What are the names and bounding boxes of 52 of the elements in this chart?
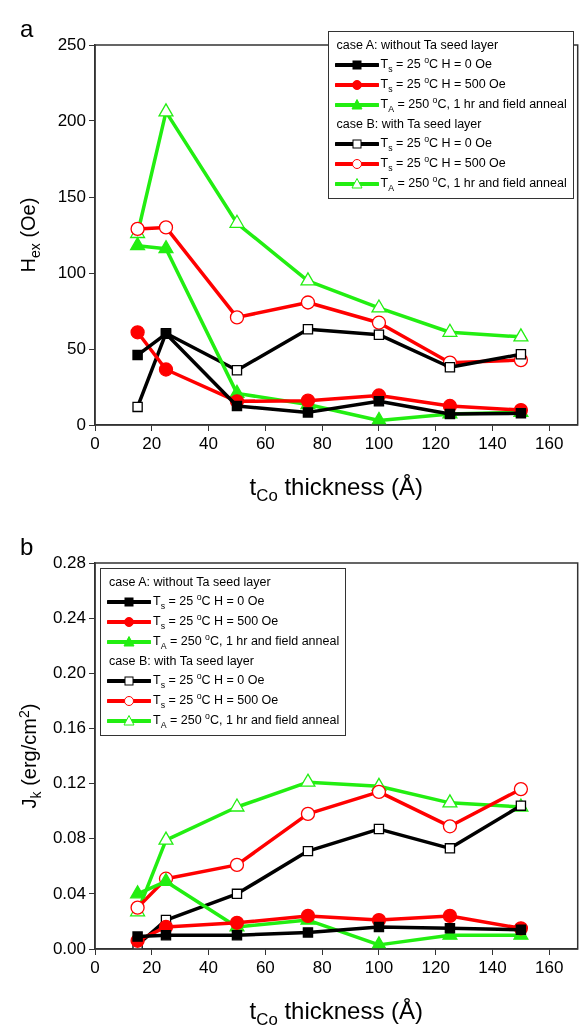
legend-label: T$_{s}$ = 25 $^{o}$C H = 0 Oe — [153, 671, 265, 690]
y-tick-label: 0.04 — [52, 883, 86, 903]
x-tick-label: 120 — [421, 433, 450, 453]
legend-label: T$_{A}$ = 250 $^{o}$C, 1 hr and field anneal — [380, 174, 567, 193]
legend-label: T$_{s}$ = 25 $^{o}$C H = 500 Oe — [153, 612, 279, 631]
y-tick-label: 200 — [57, 110, 86, 130]
legend-label: T$_{A}$ = 250 $^{o}$C, 1 hr and field anneal — [153, 711, 340, 730]
x-tick-label: 80 — [312, 957, 332, 977]
chart-title: b — [20, 533, 34, 561]
annotation: case A: without Ta seed layer — [335, 37, 500, 55]
y-tick-label: 0.16 — [52, 718, 86, 738]
legend-label: T$_{A}$ = 250 $^{o}$C, 1 hr and field anneal — [153, 632, 340, 651]
x-tick-label: 140 — [478, 957, 507, 977]
legend-label: T$_{s}$ = 25 $^{o}$C H = 500 Oe — [380, 154, 506, 173]
x-tick-label: 100 — [364, 957, 394, 977]
annotation: case B: with Ta seed layer — [108, 653, 255, 671]
y-tick-label: 0.24 — [52, 607, 86, 627]
x-tick-label: 140 — [478, 433, 507, 453]
legend-label: T$_{s}$ = 25 $^{o}$C H = 0 Oe — [380, 134, 492, 153]
y-tick-label: 50 — [67, 338, 86, 358]
legend-label: T$_{s}$ = 25 $^{o}$C H = 0 Oe — [153, 592, 265, 611]
chart-title: a — [20, 15, 34, 43]
y-tick-label: 0.20 — [52, 662, 86, 682]
x-tick-label: 0 — [90, 433, 100, 453]
legend-label: T$_{s}$ = 25 $^{o}$C H = 500 Oe — [380, 75, 506, 94]
y-tick-label: 150 — [57, 186, 86, 206]
x-axis-title: t$_{Co}$ thickness (Å) — [249, 473, 424, 506]
x-tick-label: 20 — [142, 957, 162, 977]
y-tick-label: 0.28 — [52, 552, 86, 572]
y-tick-label: 0 — [76, 414, 86, 434]
y-tick-label: 0.12 — [52, 773, 86, 793]
annotation: case B: with Ta seed layer — [335, 116, 483, 134]
legend-label: T$_{s}$ = 25 $^{o}$C H = 500 Oe — [153, 691, 279, 710]
x-tick-label: 0 — [90, 957, 100, 977]
x-tick-label: 160 — [535, 433, 564, 453]
legend-label: T$_{A}$ = 250 $^{o}$C, 1 hr and field anneal — [380, 95, 567, 114]
x-tick-label: 60 — [255, 433, 275, 453]
x-tick-label: 60 — [255, 957, 275, 977]
y-tick-label: 100 — [57, 262, 86, 282]
x-tick-label: 40 — [199, 433, 219, 453]
x-tick-label: 40 — [199, 957, 219, 977]
y-tick-label: 0.08 — [52, 828, 86, 848]
x-tick-label: 20 — [142, 433, 162, 453]
legend-label: T$_{s}$ = 25 $^{o}$C H = 0 Oe — [380, 55, 492, 74]
x-tick-label: 100 — [364, 433, 394, 453]
y-tick-label: 250 — [57, 34, 86, 54]
x-tick-label: 120 — [421, 957, 450, 977]
annotation: case A: without Ta seed layer — [108, 574, 272, 592]
x-axis-title: t$_{Co}$ thickness (Å) — [249, 997, 424, 1030]
y-tick-label: 0.00 — [52, 938, 86, 958]
x-tick-label: 160 — [535, 957, 564, 977]
x-tick-label: 80 — [312, 433, 332, 453]
